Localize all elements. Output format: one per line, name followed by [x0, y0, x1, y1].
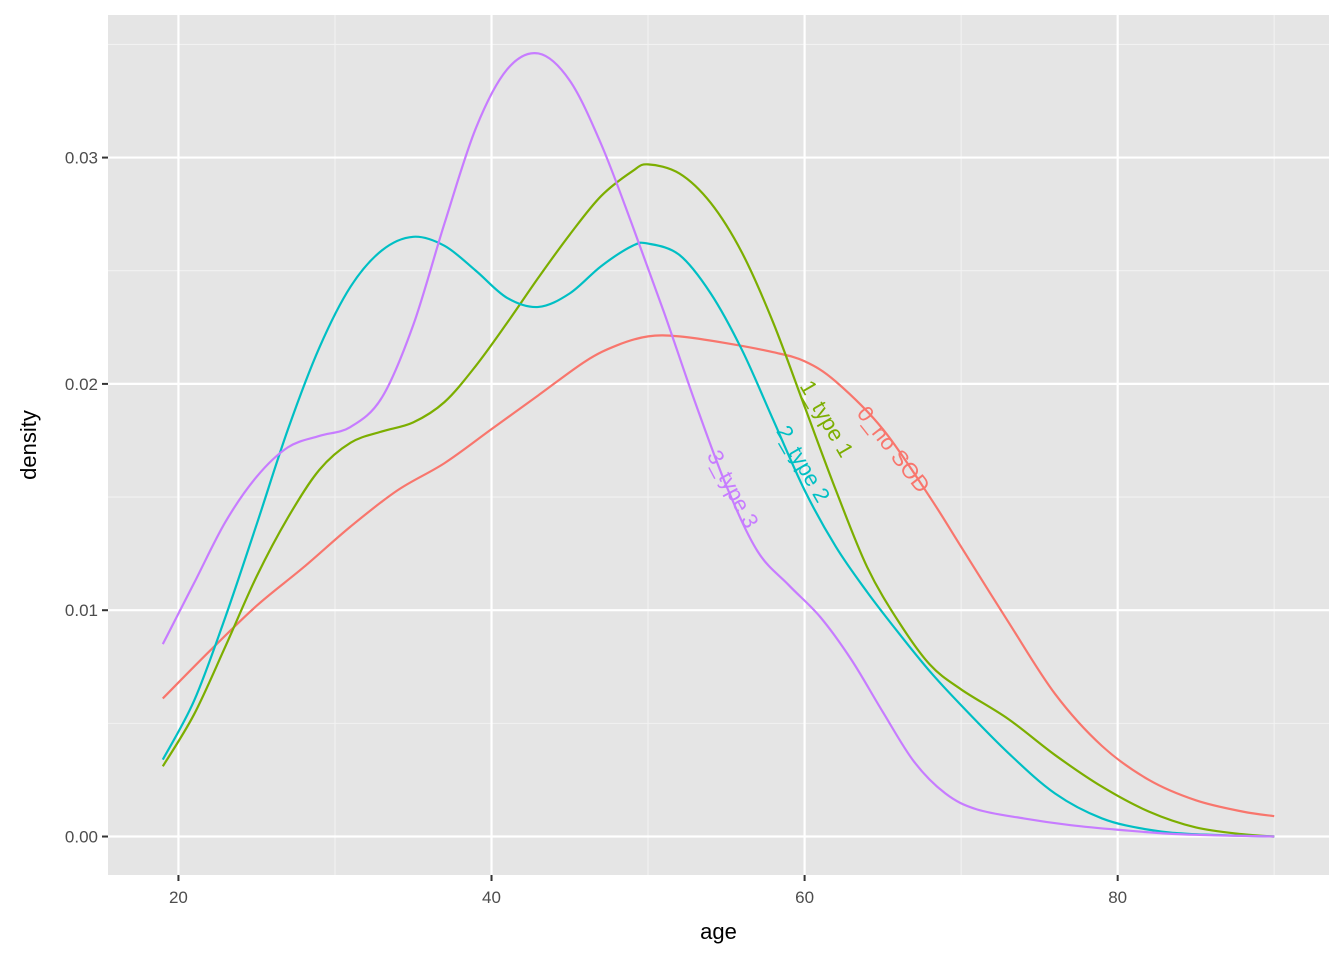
x-tick-label: 80	[1108, 888, 1127, 907]
x-axis-title: age	[700, 919, 737, 944]
y-tick-label: 0.03	[65, 149, 98, 168]
density-curve-1-type-1	[161, 163, 1275, 838]
x-tick-label: 40	[482, 888, 501, 907]
density-curves	[161, 52, 1275, 838]
y-axis: 0.00 0.01 0.02 0.03	[65, 149, 108, 847]
density-curve-2-type-2	[161, 235, 1275, 838]
density-curve-3-type-3	[161, 52, 1275, 838]
x-axis: 20 40 60 80	[169, 875, 1127, 907]
major-gridlines	[108, 15, 1329, 875]
x-tick-label: 20	[169, 888, 188, 907]
y-tick-label: 0.00	[65, 828, 98, 847]
x-tick-label: 60	[795, 888, 814, 907]
y-tick-label: 0.02	[65, 375, 98, 394]
y-tick-label: 0.01	[65, 601, 98, 620]
y-axis-title: density	[16, 410, 41, 480]
